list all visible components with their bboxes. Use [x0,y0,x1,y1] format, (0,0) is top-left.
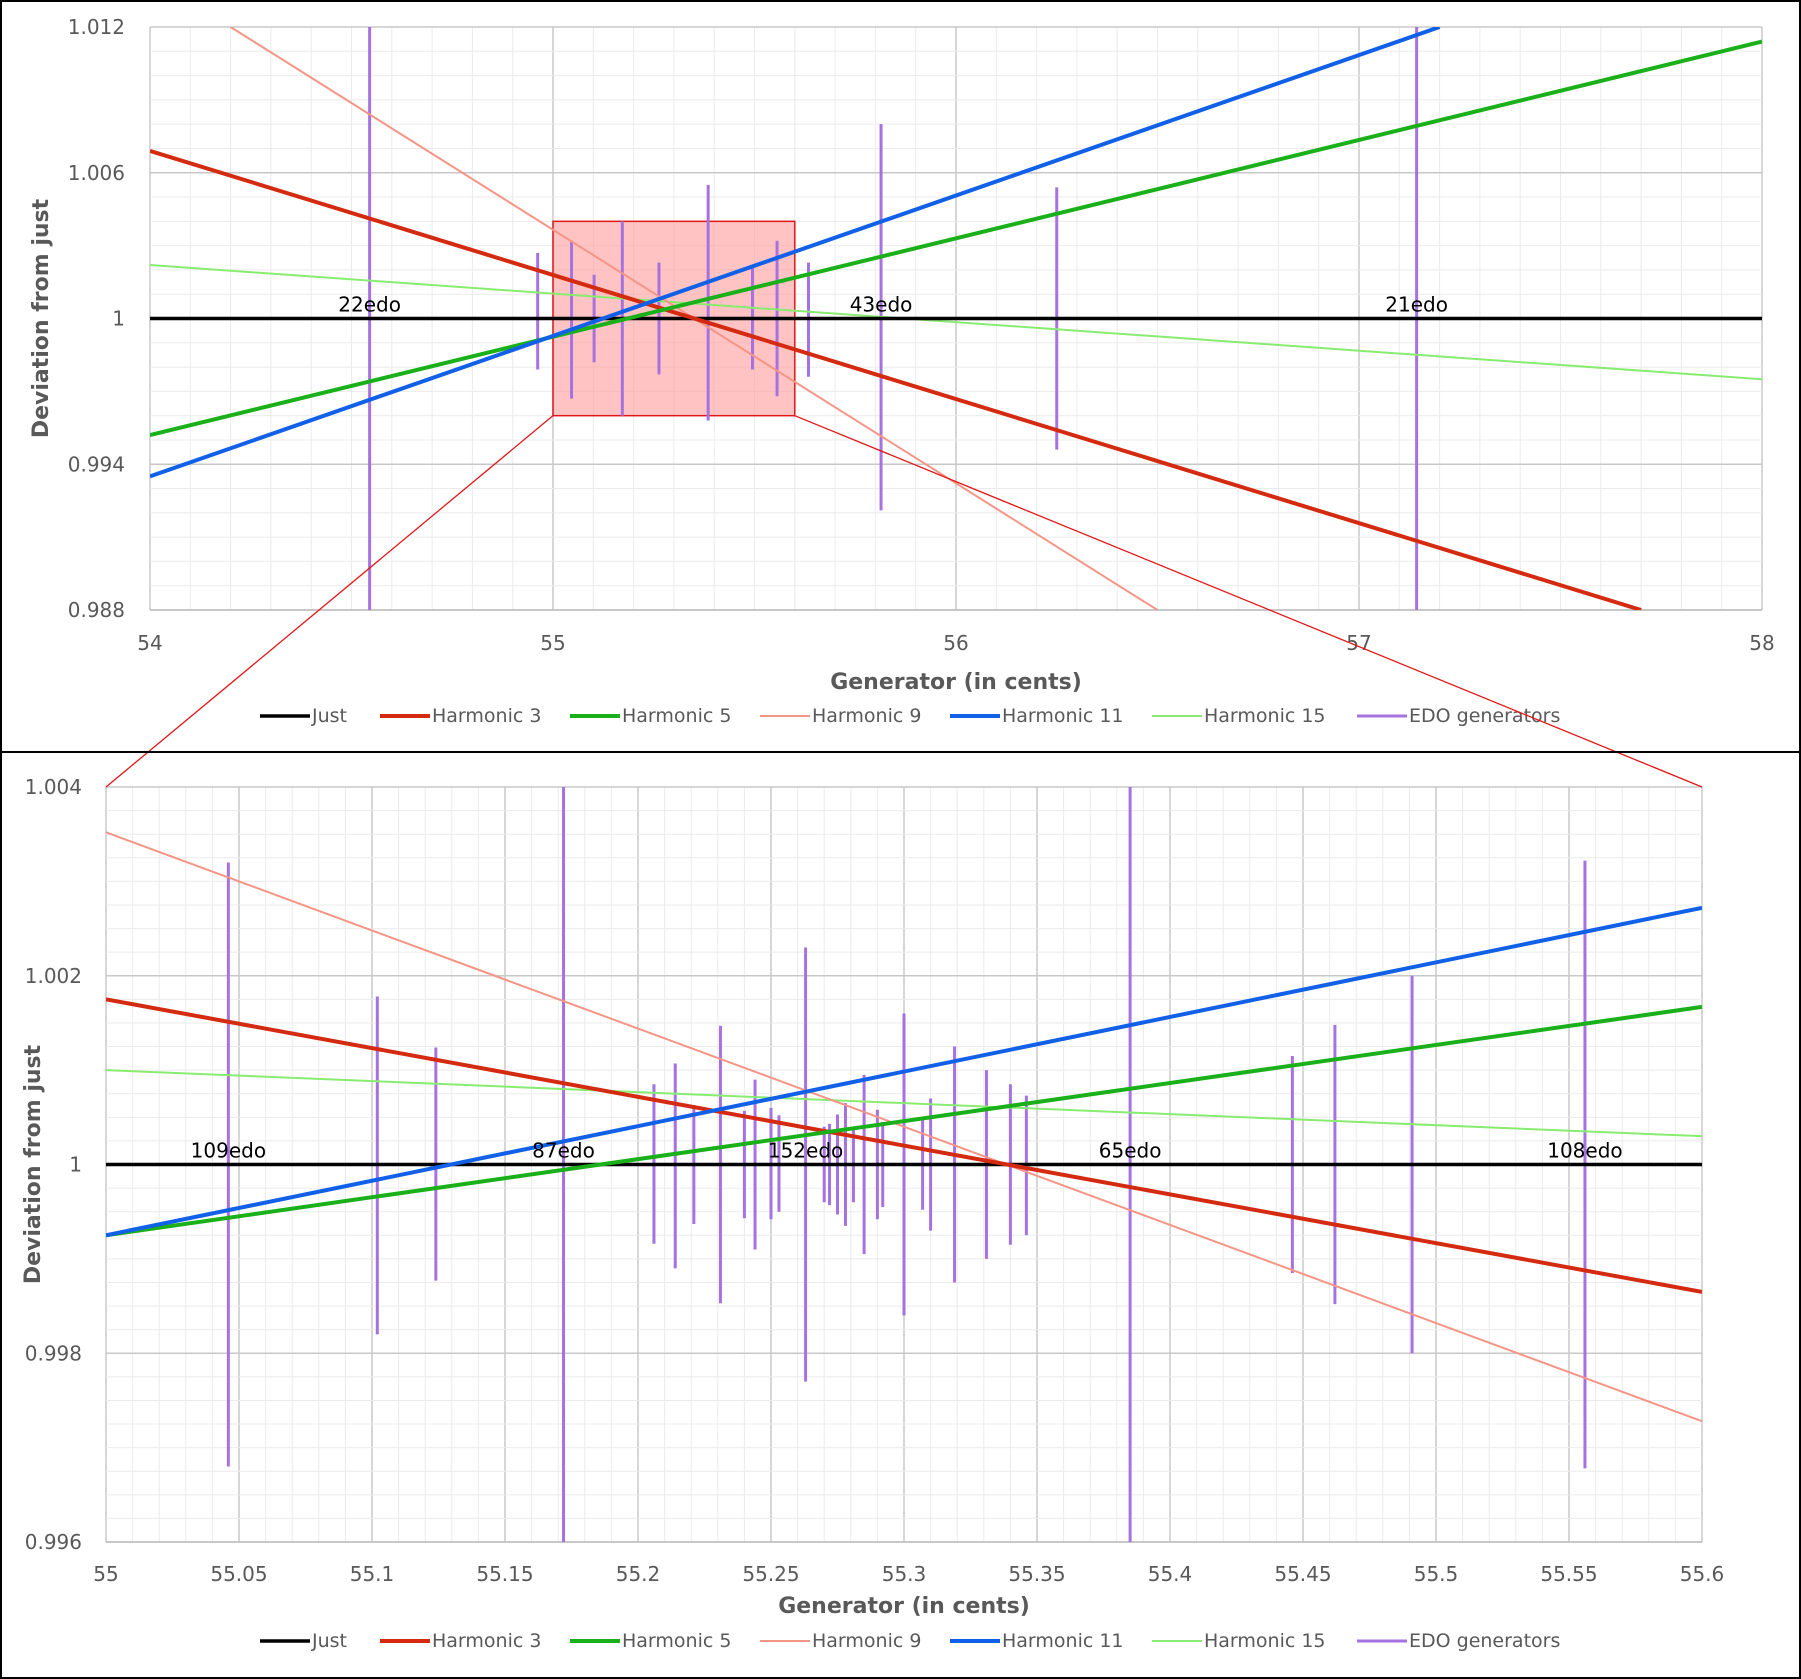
x-tick-label: 55.55 [1540,1562,1597,1586]
zoom-connector-right [794,415,1703,788]
legend-label: Harmonic 9 [812,1630,921,1652]
legend-item-edo-generators: EDO generators [1357,705,1560,727]
harmonic-15-line [150,264,1762,381]
legend-label: Harmonic 5 [622,1630,731,1652]
x-tick-label: 55.3 [882,1562,927,1586]
legend-label: Harmonic 5 [622,705,731,727]
edo-label-87edo: 87edo [532,1139,595,1163]
harmonic-3-line [106,997,1702,1294]
edo-label-152edo: 152edo [768,1139,843,1163]
edo-label-22edo: 22edo [338,293,401,317]
x-tick-label: 55.15 [476,1562,533,1586]
y-axis-title: Deviation from just [29,198,54,438]
x-tick-label: 55 [93,1562,118,1586]
legend-item-harmonic-5: Harmonic 5 [570,1630,731,1652]
legend-label: Just [311,705,347,727]
plot-area [106,787,1702,1542]
legend-item-harmonic-15: Harmonic 15 [1152,1630,1326,1652]
legend-label: Harmonic 3 [432,1630,541,1652]
plot-area [150,27,1762,610]
legend-label: Harmonic 3 [432,705,541,727]
y-tick-label: 0.996 [25,1530,82,1554]
y-tick-label: 1.006 [68,161,125,185]
legend-label: Harmonic 9 [812,705,921,727]
edo-label-108edo: 108edo [1547,1139,1622,1163]
harmonic-15-line [106,1069,1702,1138]
harmonic-5-line [106,1004,1702,1238]
y-tick-label: 1.012 [68,15,125,39]
harmonic-3-line [150,148,1642,610]
y-tick-label: 1.004 [25,775,82,799]
x-tick-label: 55.4 [1148,1562,1193,1586]
x-tick-label: 55.45 [1274,1562,1331,1586]
y-tick-label: 1.002 [25,964,82,988]
legend-item-harmonic-11: Harmonic 11 [950,705,1124,727]
edo-label-43edo: 43edo [850,293,913,317]
legend-label: Harmonic 11 [1002,1630,1124,1652]
harmonic-9-line [106,831,1702,1423]
x-axis-title: Generator (in cents) [830,670,1082,695]
x-tick-label: 55.25 [742,1562,799,1586]
x-axis-title: Generator (in cents) [778,1594,1030,1619]
x-tick-label: 55.1 [350,1562,395,1586]
x-tick-label: 58 [1749,631,1774,655]
legend: Just Harmonic 3 Harmonic 5 Harmonic 9 Harmon… [260,1630,1560,1652]
edo-label-21edo: 21edo [1385,293,1448,317]
y-tick-label: 1 [69,1153,82,1177]
x-tick-label: 55.6 [1680,1562,1725,1586]
zoom-connector-left [105,415,554,788]
legend-item-edo-generators: EDO generators [1357,1630,1560,1652]
x-tick-label: 55.5 [1414,1562,1459,1586]
legend-item-just: Just [260,1630,347,1652]
x-tick-label: 55.05 [210,1562,267,1586]
legend-item-harmonic-9: Harmonic 9 [760,705,921,727]
x-tick-label: 56 [943,631,968,655]
edo-label-65edo: 65edo [1099,1139,1162,1163]
harmonic-11-line [106,905,1702,1238]
legend-item-harmonic-15: Harmonic 15 [1152,705,1326,727]
legend-label: EDO generators [1409,1630,1560,1652]
x-tick-label: 55 [540,631,565,655]
legend-label: Just [311,1630,347,1652]
y-tick-label: 0.998 [25,1341,82,1365]
legend-item-harmonic-9: Harmonic 9 [760,1630,921,1652]
legend-item-harmonic-5: Harmonic 5 [570,705,731,727]
legend-item-harmonic-3: Harmonic 3 [380,705,541,727]
y-tick-label: 0.994 [68,452,125,476]
zoom-indicator [105,415,1703,788]
legend-label: Harmonic 11 [1002,705,1124,727]
edo-label-109edo: 109edo [191,1139,266,1163]
y-axis-title: Deviation from just [21,1044,46,1284]
legend-item-harmonic-3: Harmonic 3 [380,1630,541,1652]
legend-label: Harmonic 15 [1204,705,1326,727]
harmonic-11-line [150,27,1441,479]
harmonic-5-line [150,39,1762,438]
legend: Just Harmonic 3 Harmonic 5 Harmonic 9 Harmon… [260,705,1560,727]
x-tick-label: 55.2 [616,1562,661,1586]
legend-item-just: Just [260,705,347,727]
x-tick-label: 55.35 [1008,1562,1065,1586]
legend-label: EDO generators [1409,705,1560,727]
legend-label: Harmonic 15 [1204,1630,1326,1652]
y-tick-label: 1 [112,307,125,331]
x-tick-label: 54 [137,631,162,655]
legend-item-harmonic-11: Harmonic 11 [950,1630,1124,1652]
y-tick-label: 0.988 [68,598,125,622]
